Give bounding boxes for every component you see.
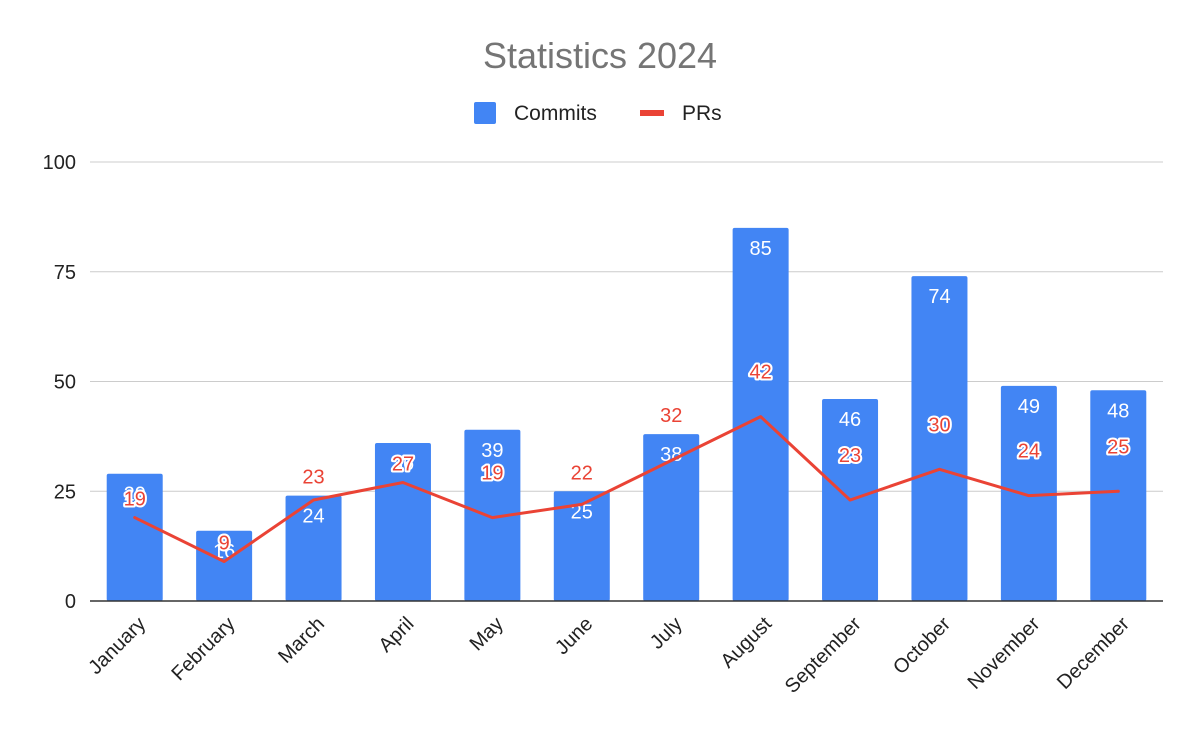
data-label-commits-march: 24 (302, 506, 324, 528)
data-label-prs-april: 27 (392, 453, 414, 475)
y-tick-label: 0 (65, 591, 76, 613)
data-label-prs-march: 23 (302, 467, 324, 489)
data-label-prs-november: 24 (1018, 441, 1040, 463)
data-label-commits-november: 49 (1018, 396, 1040, 418)
x-tick-label-november: November (964, 613, 1045, 694)
data-label-prs-september: 23 (839, 445, 861, 467)
bar-commits-november[interactable] (1000, 385, 1057, 601)
x-tick-label-april: April (375, 613, 419, 657)
data-label-prs-october: 30 (928, 414, 950, 436)
legend-swatch-commits (474, 102, 496, 124)
y-tick-label: 25 (54, 481, 76, 503)
x-tick-label-august: August (717, 613, 777, 673)
data-label-prs-may: 19 (481, 463, 503, 485)
y-axis-ticks: 0 25 50 75 100 (43, 152, 76, 613)
prs-data-labels: 19 9 23 27 19 22 32 42 23 30 24 25 (122, 360, 1132, 557)
data-label-commits-may: 39 (481, 440, 503, 462)
data-label-commits-october: 74 (928, 286, 950, 308)
legend-item-prs[interactable]: PRs (640, 102, 722, 125)
bar-commits-october[interactable] (911, 276, 968, 601)
x-tick-label-june: June (551, 613, 597, 659)
data-label-commits-july: 38 (660, 444, 682, 466)
legend-label-prs: PRs (682, 102, 722, 125)
chart-title: Statistics 2024 (483, 35, 717, 76)
bar-commits-january[interactable] (106, 473, 163, 601)
data-label-commits-september: 46 (839, 409, 861, 431)
data-label-commits-april: 36 (392, 453, 414, 475)
data-label-prs-february: 9 (219, 532, 230, 554)
y-tick-label: 50 (54, 372, 76, 394)
gridlines (90, 161, 1163, 492)
bar-commits-april[interactable] (374, 442, 431, 601)
data-label-commits-december: 48 (1107, 400, 1129, 422)
x-axis-ticks: January February March April May June July Augu… (84, 613, 1134, 698)
bar-commits-may[interactable] (464, 429, 521, 601)
x-tick-label-january: January (84, 613, 150, 679)
data-label-prs-december: 25 (1107, 436, 1129, 458)
data-label-commits-january: 29 (124, 484, 146, 506)
x-tick-label-march: March (274, 613, 329, 668)
data-label-prs-august: 42 (750, 362, 772, 384)
x-tick-label-february: February (168, 613, 240, 685)
legend-swatch-prs (640, 110, 664, 116)
bar-commits-march[interactable] (285, 495, 342, 601)
data-label-commits-august: 85 (750, 238, 772, 260)
x-tick-label-may: May (466, 613, 508, 655)
legend: Commits PRs (474, 102, 722, 125)
x-tick-label-september: September (781, 613, 866, 698)
bar-commits-august[interactable] (732, 227, 789, 601)
data-label-prs-july: 32 (660, 405, 682, 427)
bar-commits-december[interactable] (1090, 390, 1147, 601)
bar-commits-july[interactable] (643, 434, 700, 601)
legend-label-commits: Commits (514, 102, 597, 125)
x-tick-label-july: July (646, 613, 687, 654)
data-label-prs-january: 19 (124, 489, 146, 511)
x-tick-label-october: October (889, 613, 955, 679)
y-tick-label: 75 (54, 262, 76, 284)
bar-commits-february[interactable] (196, 530, 253, 601)
prs-line (133, 415, 1120, 563)
data-label-prs-june: 22 (571, 462, 593, 484)
y-tick-label: 100 (43, 152, 76, 174)
x-tick-label-december: December (1053, 613, 1134, 694)
line-prs[interactable] (133, 415, 1120, 563)
bar-commits-june[interactable] (553, 491, 610, 601)
legend-item-commits[interactable]: Commits (474, 102, 597, 125)
commits-bars (106, 227, 1147, 601)
